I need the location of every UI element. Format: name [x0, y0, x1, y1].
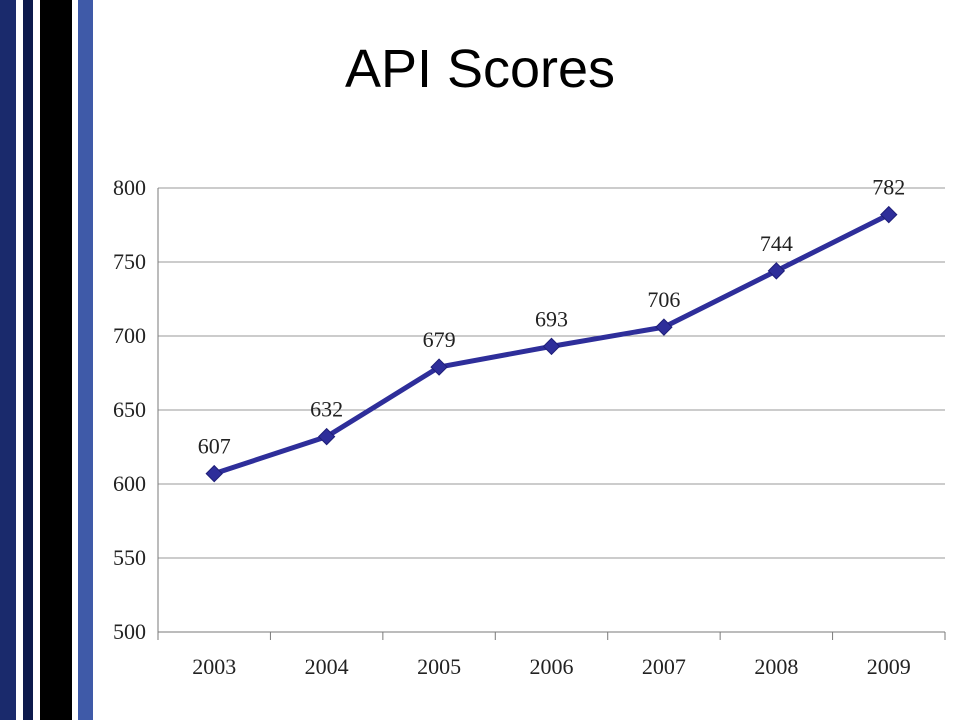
y-tick-label: 600	[113, 471, 146, 496]
data-label: 679	[423, 327, 456, 352]
data-label: 607	[198, 434, 231, 459]
x-tick-label: 2008	[754, 654, 798, 679]
x-tick-label: 2007	[642, 654, 686, 679]
y-tick-label: 700	[113, 323, 146, 348]
y-tick-label: 650	[113, 397, 146, 422]
data-point-marker	[206, 466, 222, 482]
y-tick-label: 750	[113, 249, 146, 274]
data-point-marker	[881, 207, 897, 223]
y-tick-label: 500	[113, 619, 146, 644]
data-label: 632	[310, 397, 343, 422]
data-label: 693	[535, 306, 568, 331]
x-tick-label: 2004	[305, 654, 349, 679]
x-tick-label: 2003	[192, 654, 236, 679]
data-point-marker	[656, 319, 672, 335]
x-tick-label: 2005	[417, 654, 461, 679]
data-point-marker	[544, 338, 560, 354]
x-tick-label: 2009	[867, 654, 911, 679]
data-label: 706	[647, 287, 680, 312]
x-tick-label: 2006	[530, 654, 574, 679]
data-point-marker	[768, 263, 784, 279]
data-label: 744	[760, 231, 793, 256]
y-tick-label: 550	[113, 545, 146, 570]
y-tick-label: 800	[113, 175, 146, 200]
data-label: 782	[872, 175, 905, 200]
